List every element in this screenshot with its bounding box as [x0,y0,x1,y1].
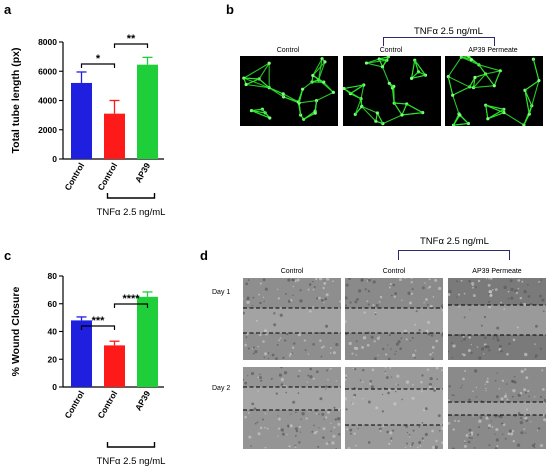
micrograph-ap39-permeate [445,56,543,126]
wound-day1-ap39 [448,278,546,360]
a-xtick-label-0: Control [62,161,86,192]
c-bar-1 [104,345,125,387]
c-sig-bracket-1 [113,303,149,308]
wound-day1-control [243,278,341,360]
panel-letter-d: d [200,248,208,263]
panel-letter-c: c [4,248,12,263]
panel-d-col-label-3: AP39 Permeate [472,268,522,275]
a-bar-1 [104,113,125,159]
a-group-bracket [106,193,156,199]
a-ytick-label-3: 6000 [38,66,57,76]
c-ytick-label-3: 60 [48,299,58,309]
a-ytick-label-2: 4000 [38,96,57,106]
c-ytick-label-4: 80 [48,271,58,281]
c-bar-2 [137,296,158,387]
wound-day2-tnf-control [345,367,443,449]
c-sig-label-1: **** [122,293,140,305]
c-sig-bracket-0 [80,325,116,330]
c-bar-0 [71,320,92,387]
micrograph-control [240,56,338,126]
panel-b-label-2: Control [379,47,403,54]
c-group-bracket [106,442,156,448]
a-xtick-label-1: Control [95,161,119,192]
panel-d-row-label-day2: Day 2 [212,385,231,392]
a-xtick-label-2: AP39 [133,161,152,185]
a-ytick-label-0: 0 [52,154,57,164]
wound-day2-control [243,367,341,449]
wound-day2-ap39 [448,367,546,449]
c-ytick-label-2: 40 [48,327,58,337]
c-group-label: TNFα 2.5 ng/mL [97,456,166,467]
panel-d-col-label-1: Control [280,268,304,275]
panel-d-col-label-2: Control [382,268,406,275]
c-ytick-label-0: 0 [52,382,57,392]
a-bar-0 [71,82,92,159]
wound-day1-tnf-control [345,278,443,360]
chart-tube-length: Total tube length (px) 0 2000 4000 6000 8000 C… [10,33,166,218]
a-bar-2 [137,64,158,159]
a-sig-label-1: ** [127,33,136,45]
c-xtick-label-0: Control [62,389,86,420]
panel-d-group-bracket [398,250,510,260]
a-sig-label-0: * [96,53,101,65]
c-xtick-label-1: Control [95,389,119,420]
c-sig-label-0: *** [92,315,106,327]
a-group-label: TNFα 2.5 ng/mL [97,207,166,218]
a-ylabel: Total tube length (px) [10,48,22,154]
a-ytick-label-4: 8000 [38,37,57,47]
c-xtick-label-2: AP39 [133,389,152,413]
panel-letter-a: a [4,2,12,17]
a-sig-bracket-0 [80,63,116,68]
panel-b-label-3: AP39 Permeate [468,47,518,54]
panel-b-label-1: Control [276,47,300,54]
panel-b-group-bracket [383,37,495,46]
panel-d-row-label-day1: Day 1 [212,289,231,296]
panel-letter-b: b [226,2,234,17]
c-ytick-label-1: 20 [48,354,58,364]
panel-d-group-label: TNFα 2.5 ng/mL [420,236,489,247]
chart-wound-closure: % Wound Closure 0 20 40 60 80 Control Control AP… [10,271,166,467]
a-ytick-label-1: 2000 [38,125,57,135]
a-sig-bracket-1 [113,43,149,48]
micrograph-tnf-control [343,56,441,126]
c-ylabel: % Wound Closure [10,287,22,377]
panel-b-group-label: TNFα 2.5 ng/mL [414,26,483,37]
